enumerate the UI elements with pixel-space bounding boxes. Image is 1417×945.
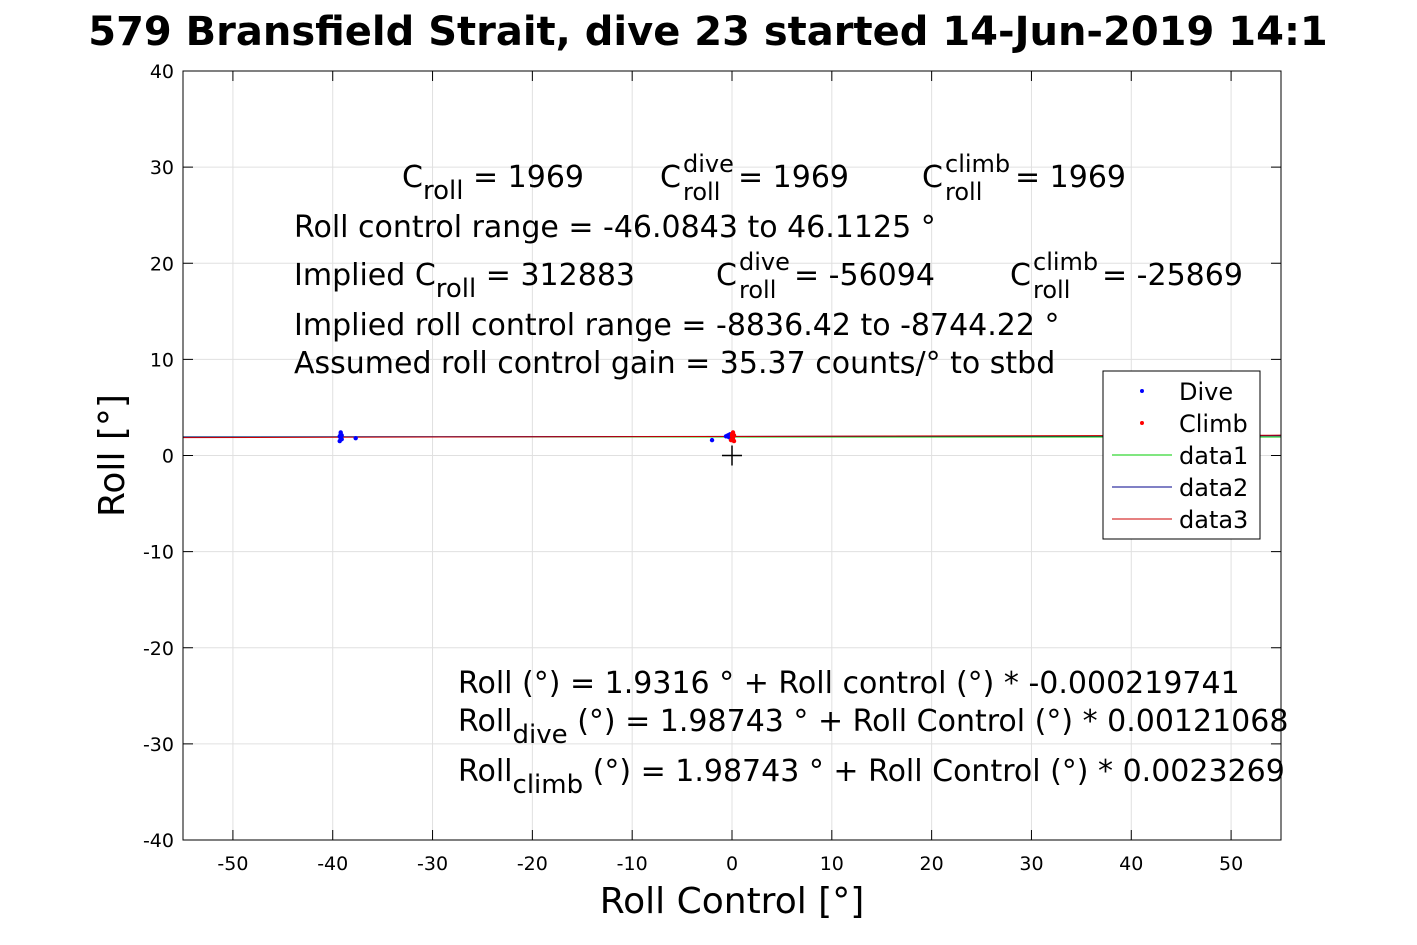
annotations: Croll = 1969 C dive roll = 1969 C climb … — [294, 150, 1288, 800]
annotation-implied-c-roll-climb-sup: climb — [1033, 248, 1098, 276]
origin-marker — [722, 445, 742, 466]
chart-title: 579 Bransfield Strait, dive 23 started 1… — [88, 9, 1328, 55]
x-tick-label: -50 — [217, 853, 248, 875]
legend-label-data1: data1 — [1179, 442, 1248, 470]
annotation-c-roll-climb-value: = 1969 — [1015, 160, 1126, 195]
annotation-c-roll-climb: C — [922, 160, 943, 195]
x-tick-label: 20 — [920, 853, 944, 875]
point-dive — [338, 435, 343, 440]
point-dive — [709, 437, 715, 443]
y-tick-label: 0 — [162, 446, 174, 468]
annotation-implied-c-roll-dive-sup: dive — [739, 248, 790, 276]
legend-swatch-dive — [1140, 389, 1144, 393]
y-tick-label: 40 — [150, 61, 174, 83]
annotation-roll-control-range: Roll control range = -46.0843 to 46.1125… — [294, 210, 936, 245]
x-tick-label: 10 — [820, 853, 844, 875]
x-tick-label: -30 — [417, 853, 448, 875]
annotation-implied-c-roll-dive-value: = -56094 — [794, 258, 935, 293]
y-tick-label: -40 — [143, 830, 174, 852]
legend-swatch-climb — [1140, 421, 1144, 425]
annotation-implied-roll-control-range: Implied roll control range = -8836.42 to… — [294, 308, 1060, 343]
point-climb — [731, 433, 737, 438]
annotation-implied-c-roll-climb-sub: roll — [1033, 276, 1070, 304]
annotation-c-roll-climb-sub: roll — [945, 178, 982, 206]
x-axis-label: Roll Control [°] — [600, 881, 865, 922]
legend: Dive Climb data1 data2 data3 — [1102, 370, 1261, 540]
axis-ticks: -50 -40 -30 -20 -10 0 10 20 30 40 50 -40 -30 -20 -10 0 1… — [143, 61, 1281, 875]
x-tick-label: -20 — [517, 853, 548, 875]
y-axis-label: Roll [°] — [92, 394, 133, 517]
annotation-implied-c-roll: Implied Croll = 312883 — [294, 258, 635, 304]
legend-label-data3: data3 — [1179, 506, 1248, 534]
annotation-c-roll-dive: C — [660, 160, 681, 195]
x-tick-label: 50 — [1219, 853, 1243, 875]
annotation-c-roll-climb-sup: climb — [945, 150, 1010, 178]
x-tick-label: 0 — [726, 853, 738, 875]
point-climb — [730, 436, 736, 442]
annotation-c-roll: Croll = 1969 — [402, 160, 584, 206]
annotation-implied-c-roll-climb: C — [1010, 258, 1031, 293]
y-tick-label: -30 — [143, 734, 174, 756]
series-points — [337, 430, 737, 444]
y-tick-label: 10 — [150, 349, 174, 371]
y-tick-label: 30 — [150, 157, 174, 179]
y-tick-label: 20 — [150, 253, 174, 275]
annotation-c-roll-dive-sub: roll — [683, 178, 720, 206]
annotation-fit-dive: Rolldive (°) = 1.98743 ° + Roll Control … — [458, 704, 1288, 750]
annotation-c-roll-dive-value: = 1969 — [738, 160, 849, 195]
y-tick-label: -20 — [143, 638, 174, 660]
annotation-fit-all: Roll (°) = 1.9316 ° + Roll control (°) *… — [458, 666, 1240, 701]
annotation-implied-c-roll-climb-value: = -25869 — [1102, 258, 1243, 293]
annotation-c-roll-dive-sup: dive — [683, 150, 734, 178]
legend-label-dive: Dive — [1179, 378, 1233, 406]
x-tick-label: 30 — [1019, 853, 1043, 875]
x-tick-label: 40 — [1119, 853, 1143, 875]
x-tick-label: -10 — [617, 853, 648, 875]
point-dive — [353, 435, 358, 441]
y-tick-label: -10 — [143, 542, 174, 564]
legend-label-climb: Climb — [1179, 410, 1248, 438]
annotation-fit-climb: Rollclimb (°) = 1.98743 ° + Roll Control… — [458, 754, 1285, 800]
annotation-implied-c-roll-dive-sub: roll — [739, 276, 776, 304]
x-tick-label: -40 — [317, 853, 348, 875]
annotation-roll-control-gain: Assumed roll control gain = 35.37 counts… — [294, 346, 1055, 381]
legend-label-data2: data2 — [1179, 474, 1248, 502]
annotation-implied-c-roll-dive: C — [716, 258, 737, 293]
